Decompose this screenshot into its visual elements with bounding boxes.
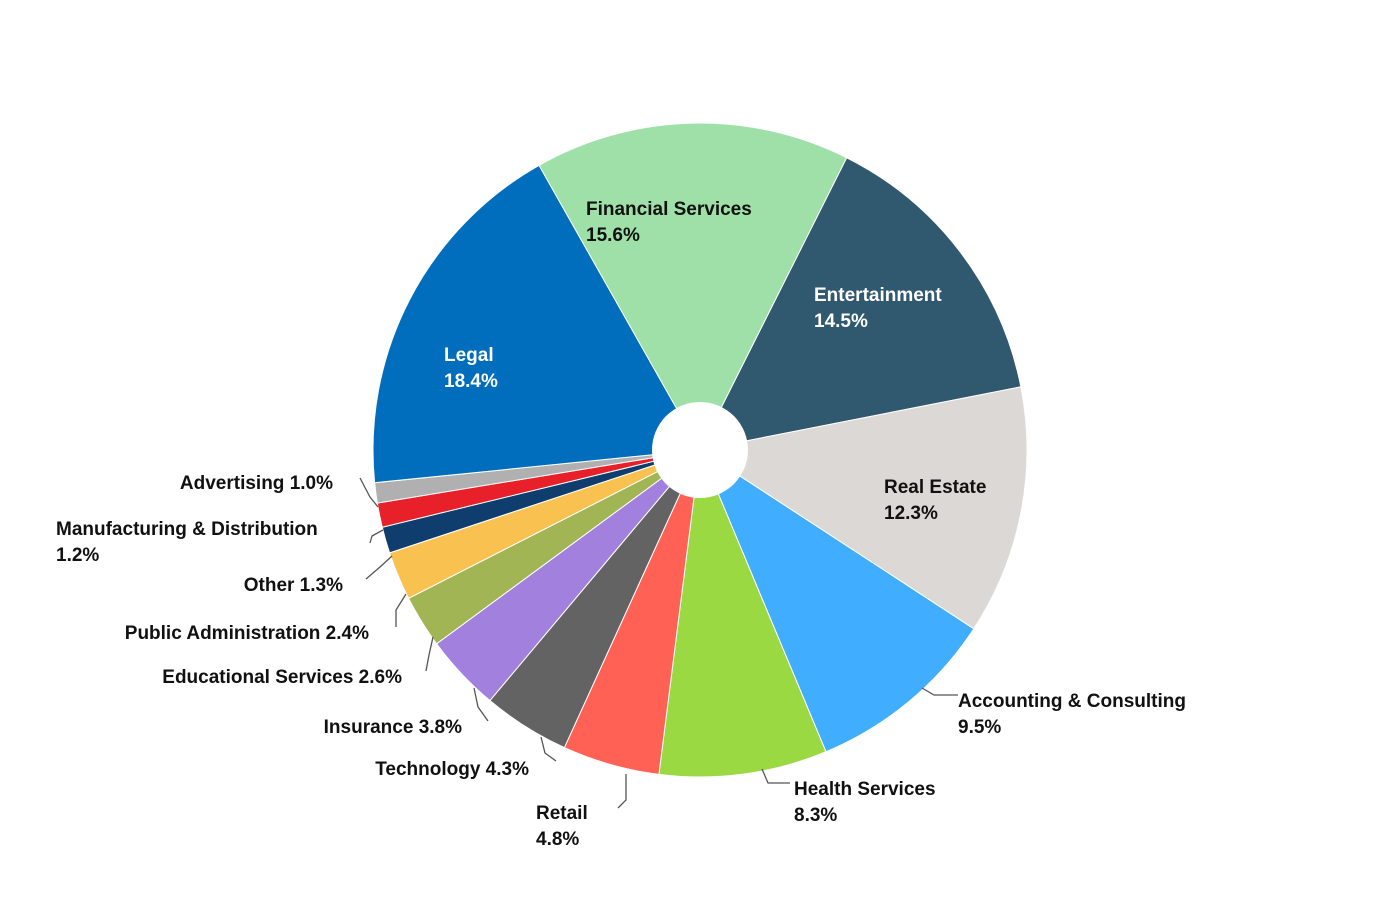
leader-lines [359,477,958,809]
leader-line-other [365,555,393,580]
leader-line-advertising [359,477,379,508]
data-label-legal: Legal 18.4% [444,345,498,392]
data-label-financial-services: Financial Services 15.6% [586,199,752,246]
leader-line-educational-services [425,636,434,672]
data-label-health-services: Health Services 8.3% [794,779,936,826]
slice-health-services [658,448,827,778]
data-label-other: Other 1.3% [244,575,343,596]
slice-accounting-and-consulting [698,448,975,753]
data-label-technology: Technology 4.3% [375,759,529,780]
data-label-insurance: Insurance 3.8% [324,717,462,738]
slice-financial-services [538,122,848,452]
leader-line-accounting-and-consulting [921,687,958,696]
slice-labels: Financial Services 15.6% Entertainment 14.5… [56,199,1186,850]
data-label-accounting-and-consulting: Accounting & Consulting 9.5% [958,691,1186,738]
leader-line-retail [617,774,627,809]
data-label-entertainment: Entertainment 14.5% [814,285,942,332]
leader-line-manufacturing-and-distribution [369,529,384,544]
data-label-real-estate: Real Estate 12.3% [884,477,986,524]
slice-entertainment [699,157,1022,451]
leader-line-technology [540,736,557,762]
data-label-advertising: Advertising 1.0% [180,473,333,494]
donut-hole [652,402,748,498]
data-label-retail: Retail 4.8% [536,803,588,850]
slice-real-estate [698,386,1028,630]
data-label-public-administration: Public Administration 2.4% [125,623,369,644]
data-label-manufacturing-and-distribution: Manufacturing & Distribution 1.2% [56,519,318,566]
leader-line-insurance [473,687,489,722]
data-label-educational-services: Educational Services 2.6% [162,667,402,688]
leader-line-health-services [761,768,790,784]
leader-line-public-administration [395,593,407,627]
slice-legal [372,164,701,484]
pie-slices [372,122,1028,778]
